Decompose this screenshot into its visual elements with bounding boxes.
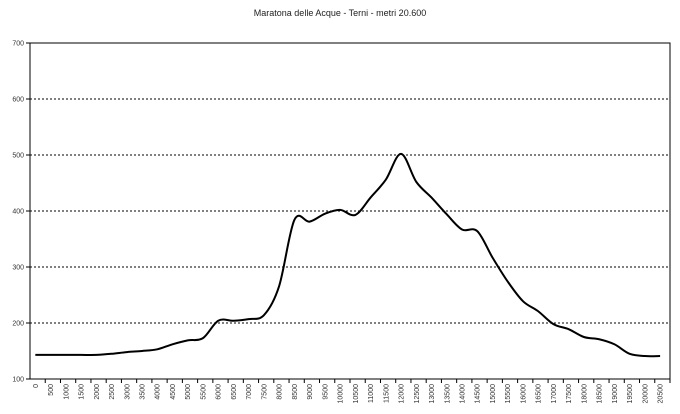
- x-tick-label: 9000: [307, 384, 314, 400]
- y-tick-label: 200: [12, 321, 24, 328]
- x-tick-label: 14500: [475, 384, 482, 404]
- x-tick-label: 3500: [140, 384, 147, 400]
- y-tick-label: 100: [12, 377, 24, 384]
- x-tick-label: 14000: [460, 384, 467, 404]
- x-tick-label: 15500: [505, 384, 512, 404]
- x-tick-label: 500: [48, 384, 55, 396]
- x-tick-label: 20000: [642, 384, 649, 404]
- chart-title: Maratona delle Acque - Terni - metri 20.…: [253, 8, 427, 18]
- x-tick-label: 8500: [292, 384, 299, 400]
- x-tick-label: 17500: [566, 384, 573, 404]
- x-tick-label: 11000: [368, 384, 375, 403]
- y-tick-label: 300: [12, 265, 24, 272]
- x-tick-label: 5000: [185, 384, 192, 400]
- x-tick-label: 18000: [581, 384, 588, 404]
- x-tick-label: 16500: [536, 384, 543, 404]
- x-tick-label: 0: [33, 384, 40, 388]
- x-tick-label: 12500: [414, 384, 421, 404]
- x-tick-label: 9500: [322, 384, 329, 400]
- x-tick-label: 18500: [597, 384, 604, 404]
- x-tick-label: 12000: [399, 384, 406, 404]
- x-tick-label: 19000: [612, 384, 619, 404]
- y-tick-label: 700: [12, 41, 24, 48]
- x-tick-label: 4500: [170, 384, 177, 400]
- y-tick-label: 500: [12, 153, 24, 160]
- x-tick-label: 13000: [429, 384, 436, 404]
- x-tick-label: 1000: [63, 384, 70, 400]
- x-tick-label: 10000: [338, 384, 345, 404]
- x-tick-label: 7500: [261, 384, 268, 400]
- x-tick-label: 15000: [490, 384, 497, 404]
- y-tick-label: 600: [12, 97, 24, 104]
- x-tick-label: 1500: [79, 384, 86, 400]
- x-tick-label: 6500: [231, 384, 238, 400]
- x-tick-label: 19500: [627, 384, 634, 404]
- x-tick-label: 20500: [658, 384, 665, 404]
- x-tick-label: 8000: [277, 384, 284, 400]
- x-tick-label: 13500: [444, 384, 451, 404]
- x-tick-label: 11500: [383, 384, 390, 403]
- x-tick-label: 6000: [216, 384, 223, 400]
- x-tick-label: 2000: [94, 384, 101, 400]
- x-tick-label: 3000: [124, 384, 131, 400]
- y-tick-label: 400: [12, 209, 24, 216]
- x-tick-label: 17000: [551, 384, 558, 404]
- x-tick-label: 4000: [155, 384, 162, 400]
- x-tick-label: 2500: [109, 384, 116, 400]
- elevation-line: [35, 152, 661, 358]
- x-tick-label: 5500: [200, 384, 207, 400]
- x-tick-label: 16000: [520, 384, 527, 404]
- x-tick-label: 10500: [353, 384, 360, 404]
- x-tick-label: 7000: [246, 384, 253, 400]
